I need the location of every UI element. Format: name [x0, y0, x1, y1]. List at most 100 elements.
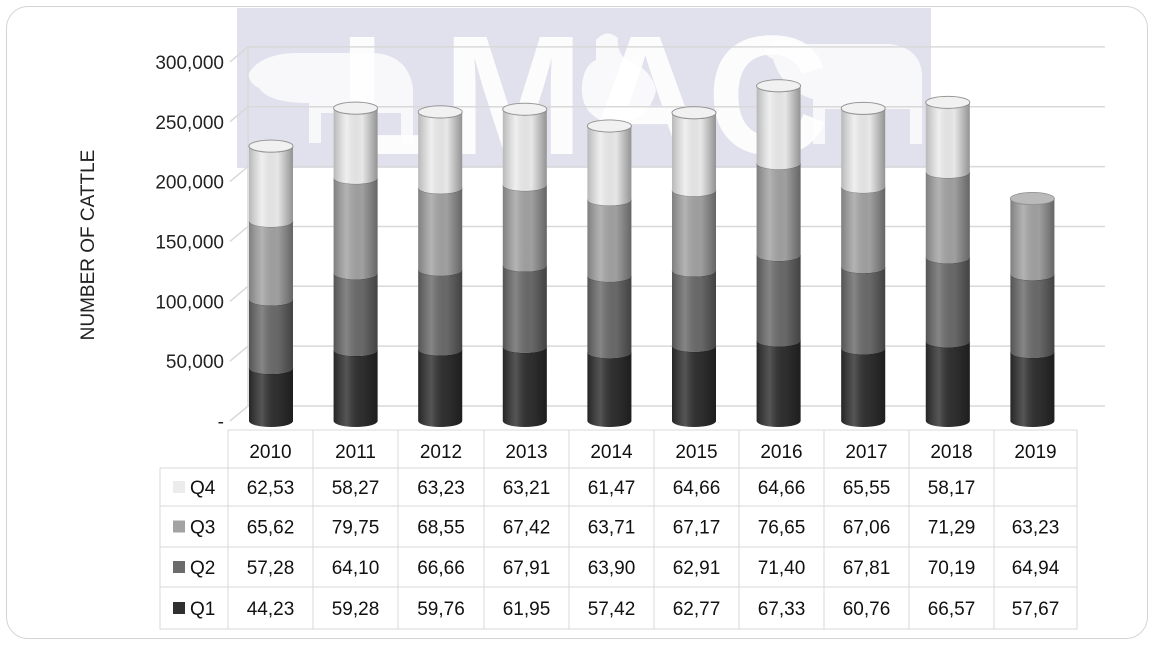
data-label: 63,21 [503, 478, 551, 499]
data-label: 63,23 [417, 478, 465, 499]
legend-label: Q1 [190, 599, 215, 620]
bar-shading [587, 275, 632, 359]
bar-shading [841, 108, 886, 193]
y-tick-label: 50,000 [166, 352, 224, 373]
x-tick-label: 2019 [1014, 442, 1056, 463]
bar-shading [249, 146, 293, 227]
x-tick-label: 2017 [845, 442, 887, 463]
bar-shading [841, 186, 886, 274]
bar-shading [587, 125, 632, 206]
data-label: 67,17 [673, 518, 721, 539]
data-label: 64,94 [1012, 558, 1060, 579]
legend-swatch [173, 481, 185, 493]
bar-shading [249, 368, 293, 427]
chicken-silhouette-icon [581, 33, 656, 138]
bar-stack [756, 79, 802, 428]
y-tick-label: - [218, 412, 224, 433]
y-tick-label: 250,000 [155, 113, 224, 134]
bar-shading [418, 269, 463, 356]
data-label: 68,55 [417, 518, 465, 539]
bar-shading [502, 346, 547, 428]
bar-stack [248, 139, 294, 427]
data-table: 2010 2011 2012 2013 2014 2015 2016 2017 2018 2019… [159, 429, 1078, 630]
bar-shading [672, 345, 716, 427]
data-label: 67,91 [503, 558, 551, 579]
y-axis: - 50,000 100,000 150,000 200,000 250,000 300,0… [155, 53, 224, 433]
bar-top-highlight [333, 102, 378, 115]
bar-shading [1010, 274, 1055, 358]
bar-stack [502, 102, 548, 428]
x-tick-label: 2014 [590, 442, 633, 463]
bar-top-cap [756, 79, 802, 93]
bar-shading [1010, 351, 1055, 428]
bar-top-highlight [587, 119, 632, 132]
bar-top-cap [248, 139, 294, 153]
data-label: 79,75 [332, 518, 380, 539]
bar-shading [418, 187, 463, 276]
data-label: 63,23 [1012, 518, 1060, 539]
bar-top-cap [925, 95, 971, 109]
data-label: 62,91 [673, 558, 721, 579]
y-axis-label: NUMBER OF CATTLE [78, 150, 99, 341]
cow-silhouette-icon [764, 39, 922, 144]
legend-swatch [173, 561, 185, 573]
bar-top-highlight [925, 96, 970, 109]
bar-top-highlight [841, 102, 886, 115]
data-label: 44,23 [247, 599, 295, 620]
x-tick-label: 2018 [930, 442, 972, 463]
bar-stack [333, 101, 379, 428]
bar-stack [1009, 192, 1055, 428]
bar-shading [841, 348, 886, 428]
y-tick-label: 300,000 [155, 53, 224, 74]
bar-top-highlight [249, 140, 293, 153]
bar-top-highlight [1010, 192, 1055, 205]
bars [248, 79, 1055, 428]
data-label: 57,42 [588, 599, 636, 620]
bar-shading [756, 340, 801, 428]
x-tick-label: 2010 [249, 442, 291, 463]
x-tick-label: 2011 [335, 442, 376, 463]
bar-top-cap [417, 105, 463, 119]
data-label: 67,06 [843, 518, 891, 539]
y-tick-label: 150,000 [155, 232, 224, 253]
data-label: 71,40 [758, 558, 806, 579]
bar-shading [672, 270, 716, 352]
bar-top-highlight [418, 105, 463, 118]
legend-label: Q4 [190, 478, 216, 499]
data-label: 57,28 [247, 558, 295, 579]
bar-shading [672, 190, 716, 277]
bar-shading [925, 171, 970, 264]
data-label: 63,71 [588, 518, 636, 539]
bar-shading [502, 184, 547, 272]
data-label: 67,42 [503, 518, 551, 539]
bar-stack [925, 95, 971, 428]
data-label: 64,66 [758, 478, 806, 499]
bar-top-cap [586, 119, 632, 133]
bar-shading [587, 352, 632, 428]
bar-top-cap [840, 101, 886, 115]
legend-swatch [173, 602, 185, 614]
x-tick-label: 2016 [760, 442, 802, 463]
bar-shading [756, 85, 801, 170]
bar-shading [333, 273, 378, 357]
data-label: 57,67 [1012, 599, 1060, 620]
data-label: 61,95 [503, 599, 551, 620]
bar-shading [249, 220, 293, 306]
bar-shading [333, 177, 378, 280]
bar-shading [249, 299, 293, 375]
bar-shading [756, 254, 801, 347]
bar-shading [672, 112, 716, 197]
bar-top-highlight [672, 106, 716, 119]
bar-top-highlight [756, 79, 801, 92]
data-label: 60,76 [843, 599, 891, 620]
x-tick-label: 2015 [675, 442, 717, 463]
data-label: 61,47 [588, 478, 636, 499]
data-label: 66,57 [928, 599, 976, 620]
bar-shading [333, 108, 378, 184]
data-label: 63,90 [588, 558, 636, 579]
bar-stack [417, 105, 463, 428]
legend-swatch [173, 520, 185, 533]
data-label: 59,28 [332, 599, 380, 620]
x-tick-label: 2013 [505, 442, 547, 463]
